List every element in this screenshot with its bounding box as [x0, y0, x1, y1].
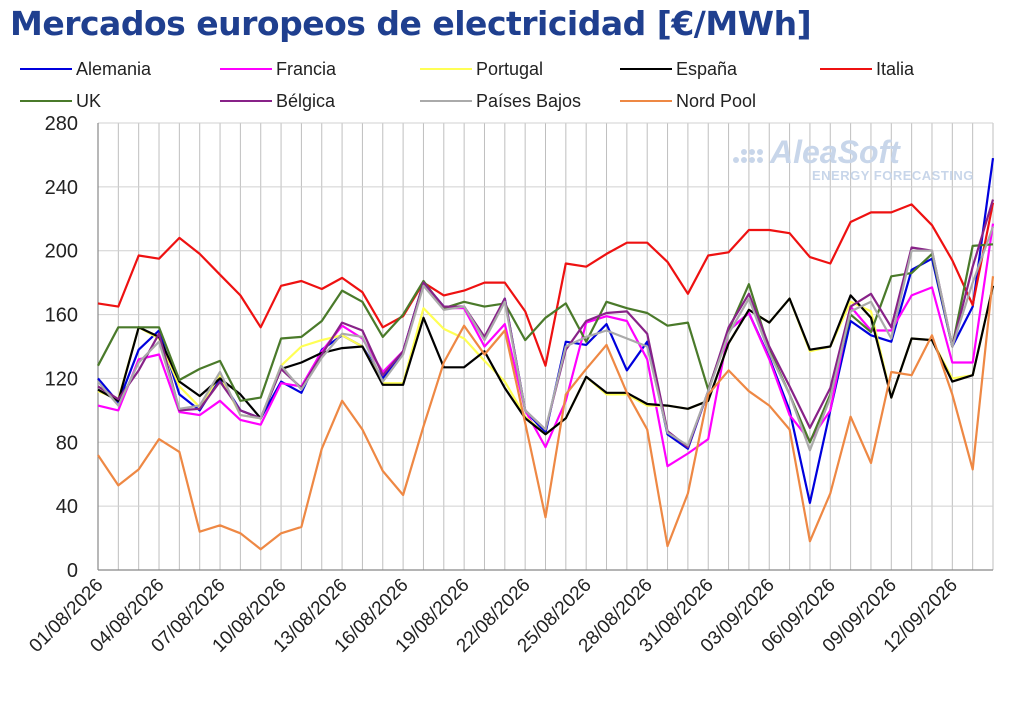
legend-swatch	[420, 100, 472, 102]
chart-legend: Alemania Francia Portugal España Italia UK Bél…	[20, 56, 1020, 114]
aleasoft-logo-icon	[733, 149, 763, 163]
series-line-espana	[97, 285, 995, 436]
legend-label: Italia	[876, 58, 915, 79]
legend-label: UK	[76, 90, 102, 111]
y-tick-label: 160	[45, 305, 78, 327]
legend-label: España	[676, 58, 738, 79]
legend-swatch	[620, 100, 672, 102]
chart-title: Mercados europeos de electricidad [€/MWh…	[10, 4, 812, 43]
y-tick-label: 200	[45, 241, 78, 263]
series-line-paises-bajos	[97, 226, 995, 452]
legend-swatch	[20, 100, 72, 102]
legend-swatch	[220, 68, 272, 70]
legend-item: Portugal	[420, 56, 543, 82]
legend-swatch	[220, 100, 272, 102]
series-line-italia	[97, 202, 995, 367]
legend-swatch	[420, 68, 472, 70]
y-tick-label: 280	[45, 113, 78, 135]
legend-label: Alemania	[76, 58, 152, 79]
legend-item: Países Bajos	[420, 88, 581, 114]
legend-swatch	[620, 68, 672, 70]
y-tick-label: 80	[56, 432, 78, 454]
legend-item: Alemania	[20, 56, 151, 82]
legend-label: Países Bajos	[476, 90, 582, 111]
legend-swatch	[20, 68, 72, 70]
legend-label: Bélgica	[276, 90, 336, 111]
legend-item: España	[620, 56, 737, 82]
legend-label: Portugal	[476, 58, 544, 79]
legend-item: Italia	[820, 56, 914, 82]
watermark-tagline: ENERGY FORECASTING	[812, 168, 974, 183]
legend-item: Francia	[220, 56, 336, 82]
legend-label: Nord Pool	[676, 90, 757, 111]
aleasoft-watermark: AleaSoft ENERGY FORECASTING	[732, 134, 992, 184]
legend-label: Francia	[276, 58, 337, 79]
watermark-brand: AleaSoft	[770, 134, 900, 170]
series-line-nord-pool	[97, 276, 995, 551]
legend-item: Bélgica	[220, 88, 335, 114]
legend-swatch	[820, 68, 872, 70]
y-tick-label: 120	[45, 368, 78, 390]
y-tick-label: 0	[67, 560, 78, 582]
y-tick-label: 240	[45, 177, 78, 199]
legend-item: UK	[20, 88, 101, 114]
y-tick-label: 40	[56, 496, 78, 518]
legend-item: Nord Pool	[620, 88, 756, 114]
